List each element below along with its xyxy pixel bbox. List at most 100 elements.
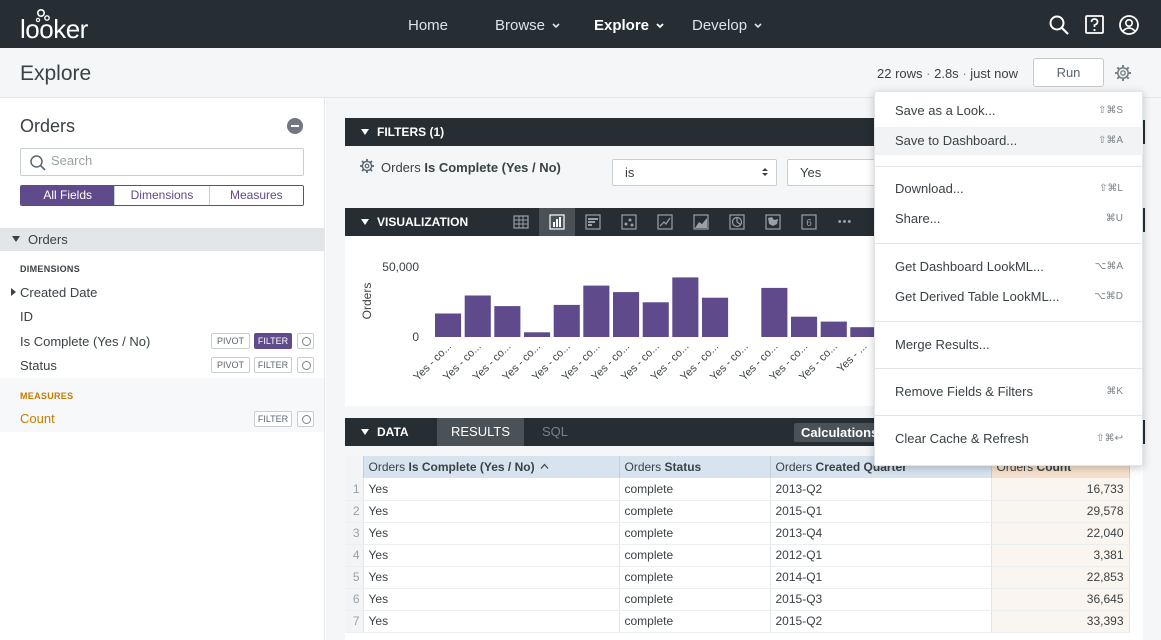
looker-logo[interactable]: looker <box>18 7 98 41</box>
info-icon[interactable] <box>297 411 314 427</box>
menu-remove-fields-filters[interactable]: Remove Fields & Filters ⌘K <box>875 378 1143 406</box>
table-row: 3 Yes complete 2013-Q4 22,040 <box>345 522 1130 545</box>
map-icon[interactable] <box>755 208 791 236</box>
info-icon[interactable] <box>297 357 314 373</box>
field-id[interactable]: ID <box>20 309 33 324</box>
bar <box>702 297 729 337</box>
filter-operator-value: is <box>625 165 635 180</box>
field-is-complete[interactable]: Is Complete (Yes / No) <box>20 334 151 349</box>
more-icon[interactable]: ••• <box>837 216 853 228</box>
tab-measures[interactable]: Measures <box>208 186 303 205</box>
cell-status: complete <box>619 478 771 501</box>
run-status: 22 rows · 2.8s · just now <box>877 66 1018 81</box>
field-search[interactable] <box>20 148 304 176</box>
chevron-down-icon <box>361 219 369 225</box>
visualization-bar[interactable]: VISUALIZATION 6 ••• <box>345 208 890 236</box>
cell-created-quarter: 2015-Q1 <box>770 500 992 523</box>
field-status[interactable]: Status <box>20 358 57 373</box>
pivot-button[interactable]: PIVOT <box>211 357 250 373</box>
column-chart-icon[interactable] <box>539 208 575 236</box>
pie-chart-icon[interactable] <box>719 208 755 236</box>
menu-download[interactable]: Download... ⇧⌘L <box>875 175 1143 203</box>
cell-created-quarter: 2012-Q1 <box>770 544 992 567</box>
scatter-icon[interactable] <box>611 208 647 236</box>
search-input[interactable] <box>51 153 291 168</box>
menu-share[interactable]: Share... ⌘U <box>875 205 1143 233</box>
help-icon[interactable] <box>1084 14 1106 36</box>
tab-all-fields[interactable]: All Fields <box>21 186 115 205</box>
field-count[interactable]: Count <box>20 411 55 426</box>
area-chart-icon[interactable] <box>683 208 719 236</box>
menu-get-dashboard-lookml[interactable]: Get Dashboard LookML... ⌥⌘A <box>875 253 1143 281</box>
explore-name: Orders <box>20 116 76 136</box>
bar <box>613 292 640 337</box>
cell-created-quarter: 2014-Q1 <box>770 566 992 589</box>
menu-shortcut: ⇧⌘L <box>1099 183 1123 194</box>
cell-created-quarter: 2013-Q2 <box>770 478 992 501</box>
svg-text:looker: looker <box>20 14 89 41</box>
filter-operator-select[interactable]: is <box>612 159 777 186</box>
search-icon[interactable] <box>1048 14 1070 36</box>
column-view: Orders <box>624 460 662 474</box>
row-index-header <box>345 456 364 478</box>
menu-item-label: Clear Cache & Refresh <box>895 431 1029 446</box>
menu-get-derived-table-lookml[interactable]: Get Derived Table LookML... ⌥⌘D <box>875 283 1143 311</box>
nav-develop[interactable]: Develop <box>692 17 763 34</box>
nav-explore[interactable]: Explore <box>594 17 665 34</box>
nav-develop-label: Develop <box>692 17 748 34</box>
filter-button-active[interactable]: FILTER <box>254 333 292 349</box>
tab-results[interactable]: RESULTS <box>437 418 524 446</box>
bar <box>524 332 551 337</box>
calculations-button[interactable]: Calculations <box>794 423 890 442</box>
menu-merge-results[interactable]: Merge Results... <box>875 331 1143 359</box>
nav-home[interactable]: Home <box>408 17 448 34</box>
menu-save-to-dashboard[interactable]: Save to Dashboard... ⇧⌘A <box>875 127 1143 155</box>
tab-dimensions[interactable]: Dimensions <box>114 186 209 205</box>
view-orders[interactable]: Orders <box>0 228 324 251</box>
field-created-date[interactable]: Created Date <box>20 285 98 300</box>
cell-is-complete: Yes <box>363 500 620 523</box>
bar-chart-icon[interactable] <box>575 208 611 236</box>
account-icon[interactable] <box>1118 14 1140 36</box>
chart-area: Orders 50,000 0 Yes - co... Yes - co... Yes -… <box>345 236 890 406</box>
cell-status: complete <box>619 566 771 589</box>
collapse-icon[interactable] <box>287 118 303 134</box>
line-chart-icon[interactable] <box>647 208 683 236</box>
single-value-icon[interactable]: 6 <box>791 208 827 236</box>
column-header-is-complete[interactable]: Orders Is Complete (Yes / No) <box>363 456 620 478</box>
run-button[interactable]: Run <box>1033 58 1104 87</box>
pivot-button[interactable]: PIVOT <box>211 333 250 349</box>
run-when: just now <box>970 66 1018 81</box>
table-icon[interactable] <box>503 208 539 236</box>
bar <box>791 316 818 337</box>
menu-shortcut: ⇧⌘↩ <box>1096 433 1123 444</box>
menu-clear-cache-refresh[interactable]: Clear Cache & Refresh ⇧⌘↩ <box>875 425 1143 453</box>
filter-button[interactable]: FILTER <box>254 357 292 373</box>
column-view: Orders <box>368 460 406 474</box>
tab-sql[interactable]: SQL <box>541 424 568 439</box>
column-header-status[interactable]: Orders Status <box>619 456 771 478</box>
view-label: Orders <box>28 232 68 247</box>
filter-value-select[interactable]: Yes <box>787 159 890 186</box>
bar <box>761 287 788 337</box>
visualization-title: VISUALIZATION <box>377 215 469 229</box>
menu-shortcut: ⇧⌘A <box>1097 135 1123 146</box>
sort-ascending-icon[interactable] <box>540 462 549 471</box>
bar <box>494 306 521 337</box>
menu-save-as-look[interactable]: Save as a Look... ⇧⌘S <box>875 97 1143 125</box>
gear-icon[interactable] <box>1114 64 1132 82</box>
search-icon <box>30 155 46 171</box>
cell-status: complete <box>619 500 771 523</box>
filters-bar[interactable]: FILTERS (1) <box>345 118 890 146</box>
cell-count: 16,733 <box>991 478 1130 501</box>
nav-browse[interactable]: Browse <box>495 17 561 34</box>
data-bar[interactable]: DATA RESULTS SQL Calculations <box>345 418 890 446</box>
page-title: Explore <box>20 62 92 85</box>
filter-button[interactable]: FILTER <box>254 411 292 427</box>
chevron-right-icon[interactable] <box>11 288 16 296</box>
gear-icon[interactable] <box>359 158 375 174</box>
chevron-down-icon <box>361 129 369 135</box>
svg-text:6: 6 <box>806 218 812 229</box>
info-icon[interactable] <box>297 333 314 349</box>
row-index: 4 <box>345 544 364 567</box>
